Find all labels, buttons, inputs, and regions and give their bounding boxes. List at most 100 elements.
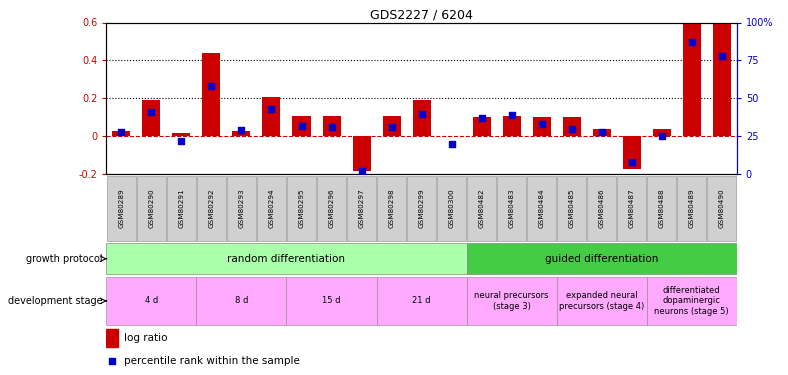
- Point: [596, 129, 608, 135]
- Text: GSM80300: GSM80300: [448, 188, 455, 228]
- FancyBboxPatch shape: [708, 176, 736, 241]
- Bar: [292, 116, 310, 136]
- Point: [296, 123, 308, 129]
- FancyBboxPatch shape: [377, 277, 466, 325]
- Point: [445, 141, 458, 147]
- Point: [266, 106, 278, 112]
- FancyBboxPatch shape: [106, 277, 196, 325]
- FancyBboxPatch shape: [348, 176, 376, 241]
- Point: [565, 126, 578, 132]
- FancyBboxPatch shape: [466, 243, 737, 274]
- Text: GSM80484: GSM80484: [539, 188, 545, 228]
- Point: [115, 129, 128, 135]
- Text: GSM80488: GSM80488: [659, 188, 665, 228]
- Bar: [652, 129, 671, 136]
- Point: [235, 128, 247, 134]
- FancyBboxPatch shape: [497, 176, 526, 241]
- Point: [205, 83, 217, 89]
- Bar: [143, 100, 161, 136]
- FancyBboxPatch shape: [407, 176, 436, 241]
- Bar: [352, 136, 370, 171]
- Point: [175, 138, 188, 144]
- Text: GSM80485: GSM80485: [569, 188, 574, 228]
- Text: 21 d: 21 d: [412, 296, 431, 305]
- Text: GSM80299: GSM80299: [418, 188, 425, 228]
- FancyBboxPatch shape: [467, 176, 496, 241]
- Point: [475, 115, 488, 121]
- FancyBboxPatch shape: [196, 277, 287, 325]
- Bar: [173, 133, 191, 136]
- Point: [415, 111, 428, 117]
- Text: growth protocol: growth protocol: [26, 254, 102, 264]
- Text: GSM80482: GSM80482: [478, 188, 485, 228]
- Text: GSM80290: GSM80290: [148, 188, 154, 228]
- FancyBboxPatch shape: [287, 277, 377, 325]
- FancyBboxPatch shape: [527, 176, 556, 241]
- Point: [716, 53, 728, 59]
- Text: 15 d: 15 d: [322, 296, 340, 305]
- Text: GSM80289: GSM80289: [118, 188, 125, 228]
- Text: differentiated
dopaminergic
neurons (stage 5): differentiated dopaminergic neurons (sta…: [655, 286, 729, 316]
- Bar: [106, 329, 117, 346]
- FancyBboxPatch shape: [257, 176, 286, 241]
- FancyBboxPatch shape: [167, 176, 196, 241]
- Text: GSM80487: GSM80487: [629, 188, 634, 228]
- Point: [686, 39, 698, 45]
- Point: [385, 124, 398, 130]
- FancyBboxPatch shape: [137, 176, 165, 241]
- FancyBboxPatch shape: [107, 176, 136, 241]
- FancyBboxPatch shape: [377, 176, 406, 241]
- Point: [505, 112, 518, 118]
- FancyBboxPatch shape: [557, 176, 586, 241]
- Text: GSM80296: GSM80296: [329, 188, 335, 228]
- FancyBboxPatch shape: [556, 277, 647, 325]
- Bar: [262, 96, 281, 136]
- Bar: [563, 117, 581, 136]
- Point: [145, 109, 158, 115]
- Bar: [473, 117, 491, 136]
- Bar: [623, 136, 641, 169]
- Point: [626, 159, 638, 165]
- Text: GSM80486: GSM80486: [599, 188, 604, 228]
- Text: GSM80489: GSM80489: [689, 188, 695, 228]
- Bar: [533, 117, 551, 136]
- Bar: [413, 100, 430, 136]
- Bar: [232, 131, 251, 136]
- Bar: [682, 13, 701, 136]
- FancyBboxPatch shape: [106, 243, 466, 274]
- FancyBboxPatch shape: [678, 176, 706, 241]
- Text: GSM80295: GSM80295: [299, 188, 304, 228]
- Text: random differentiation: random differentiation: [228, 254, 345, 264]
- Bar: [503, 116, 521, 136]
- Bar: [593, 129, 611, 136]
- Bar: [382, 116, 400, 136]
- Text: GSM80297: GSM80297: [359, 188, 365, 228]
- Text: GSM80483: GSM80483: [508, 188, 515, 228]
- Text: development stage: development stage: [8, 296, 102, 306]
- FancyBboxPatch shape: [287, 176, 316, 241]
- Text: GSM80490: GSM80490: [719, 188, 725, 228]
- FancyBboxPatch shape: [317, 176, 346, 241]
- Bar: [713, 13, 730, 136]
- Text: GSM80292: GSM80292: [209, 188, 214, 228]
- Bar: [322, 116, 340, 136]
- Bar: [203, 53, 221, 136]
- Text: GSM80293: GSM80293: [239, 188, 244, 228]
- Point: [106, 358, 118, 364]
- Text: GSM80298: GSM80298: [388, 188, 395, 228]
- FancyBboxPatch shape: [227, 176, 256, 241]
- FancyBboxPatch shape: [197, 176, 226, 241]
- Point: [535, 121, 548, 127]
- FancyBboxPatch shape: [617, 176, 646, 241]
- FancyBboxPatch shape: [587, 176, 616, 241]
- Text: expanded neural
precursors (stage 4): expanded neural precursors (stage 4): [559, 291, 645, 310]
- Title: GDS2227 / 6204: GDS2227 / 6204: [370, 8, 473, 21]
- Text: GSM80294: GSM80294: [269, 188, 274, 228]
- FancyBboxPatch shape: [466, 277, 556, 325]
- Bar: [113, 131, 130, 136]
- Text: neural precursors
(stage 3): neural precursors (stage 3): [474, 291, 549, 310]
- FancyBboxPatch shape: [647, 176, 676, 241]
- FancyBboxPatch shape: [647, 277, 737, 325]
- FancyBboxPatch shape: [437, 176, 466, 241]
- Text: log ratio: log ratio: [124, 333, 168, 343]
